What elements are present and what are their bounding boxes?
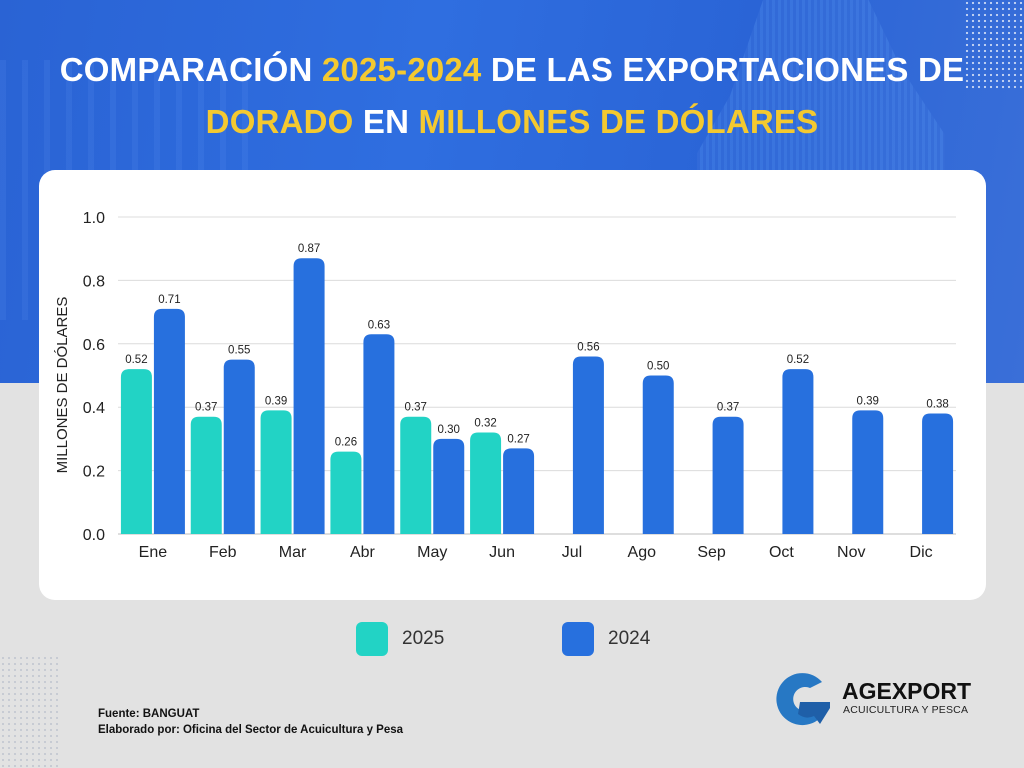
data-label: 0.56 xyxy=(577,341,599,353)
bar-2024-jul xyxy=(572,356,604,534)
x-tick-label: Oct xyxy=(769,544,794,561)
data-label: 0.52 xyxy=(125,354,147,366)
bar-2025-jun xyxy=(470,432,502,534)
title-line-1: COMPARACIÓN 2025-2024 DE LAS EXPORTACION… xyxy=(0,44,1024,96)
logo-name: AGEXPORT xyxy=(842,678,972,704)
title-segment: 2025-2024 xyxy=(321,51,482,88)
x-tick-label: Abr xyxy=(350,544,376,561)
data-label: 0.32 xyxy=(474,418,496,430)
title-segment: MILLONES DE DÓLARES xyxy=(418,103,819,140)
x-tick-label: Jun xyxy=(489,544,515,561)
y-axis-label: MILLONES DE DÓLARES xyxy=(54,297,71,474)
title-segment: EN xyxy=(353,103,419,140)
y-tick-label: 1.0 xyxy=(83,210,105,227)
data-label: 0.55 xyxy=(228,345,250,357)
bar-2024-oct xyxy=(782,369,814,534)
x-tick-label: Nov xyxy=(837,544,865,561)
legend-item-2025: 2025 xyxy=(356,622,444,656)
y-tick-label: 0.6 xyxy=(83,337,105,354)
bar-2025-feb xyxy=(190,416,222,534)
x-tick-label: Mar xyxy=(279,544,307,561)
page-title: COMPARACIÓN 2025-2024 DE LAS EXPORTACION… xyxy=(0,44,1024,148)
source-text: Fuente: BANGUAT xyxy=(98,708,200,720)
data-label: 0.39 xyxy=(857,395,879,407)
data-label: 0.63 xyxy=(368,319,390,331)
data-label: 0.27 xyxy=(507,433,529,445)
decorative-dots xyxy=(964,0,1024,90)
bar-2024-nov xyxy=(852,410,884,534)
bar-2024-jun xyxy=(503,448,535,534)
chart-card: 0.52 0.71 0.37 0.55 0.39 0.87 0.26 0.63 0.37 0.30… xyxy=(39,170,986,600)
logo-g-icon xyxy=(776,673,830,726)
data-label: 0.37 xyxy=(195,402,217,414)
x-tick-label: Ene xyxy=(139,544,168,561)
bar-2024-ago xyxy=(642,375,674,534)
bar-2025-ene xyxy=(120,369,152,534)
legend-label-2025: 2025 xyxy=(402,628,445,649)
x-tick-label: Sep xyxy=(697,544,726,561)
y-tick-label: 0.2 xyxy=(83,464,105,481)
legend-item-2024: 2024 xyxy=(562,622,650,656)
data-label: 0.71 xyxy=(158,294,180,306)
title-segment: DE LAS EXPORTACIONES DE xyxy=(481,51,965,88)
legend-label-2024: 2024 xyxy=(608,628,651,649)
x-tick-label: Dic xyxy=(910,544,933,561)
bar-2025-mar xyxy=(260,410,292,534)
bar-2024-sep xyxy=(712,416,744,534)
data-label: 0.52 xyxy=(787,354,809,366)
data-label: 0.37 xyxy=(717,402,739,414)
title-segment: COMPARACIÓN xyxy=(59,51,322,88)
data-label: 0.26 xyxy=(335,437,357,449)
bar-2025-may xyxy=(400,416,432,534)
x-tick-label: May xyxy=(417,544,447,561)
bar-2025-abr xyxy=(330,451,362,534)
x-tick-label: Feb xyxy=(209,544,237,561)
bar-2024-may xyxy=(433,438,465,534)
data-label: 0.50 xyxy=(647,361,669,373)
x-tick-label: Jul xyxy=(562,544,582,561)
data-label: 0.39 xyxy=(265,395,287,407)
data-label: 0.87 xyxy=(298,243,320,255)
bar-2024-mar xyxy=(293,258,325,534)
bar-2024-feb xyxy=(223,359,255,534)
agexport-logo: AGEXPORT ACUICULTURA Y PESCA xyxy=(770,668,972,730)
title-line-2: DORADO EN MILLONES DE DÓLARES xyxy=(0,96,1024,148)
decorative-dots xyxy=(0,655,60,768)
bar-2024-dic xyxy=(922,413,954,534)
legend-swatch-2024 xyxy=(562,622,594,656)
x-tick-label: Ago xyxy=(628,544,657,561)
prepared-by-text: Elaborado por: Oficina del Sector de Acu… xyxy=(98,724,404,736)
legend-swatch-2025 xyxy=(356,622,388,656)
data-label: 0.37 xyxy=(405,402,427,414)
y-tick-label: 0.4 xyxy=(83,400,105,417)
data-label: 0.38 xyxy=(926,399,948,411)
bar-2024-ene xyxy=(153,308,185,534)
y-tick-label: 0.8 xyxy=(83,273,105,290)
bar-2024-abr xyxy=(363,334,395,534)
bar-chart: 0.52 0.71 0.37 0.55 0.39 0.87 0.26 0.63 0.37 0.30… xyxy=(54,210,956,561)
title-segment: DORADO xyxy=(205,103,354,140)
logo-subtitle: ACUICULTURA Y PESCA xyxy=(843,704,969,716)
data-label: 0.30 xyxy=(438,424,460,436)
y-tick-label: 0.0 xyxy=(83,527,105,544)
